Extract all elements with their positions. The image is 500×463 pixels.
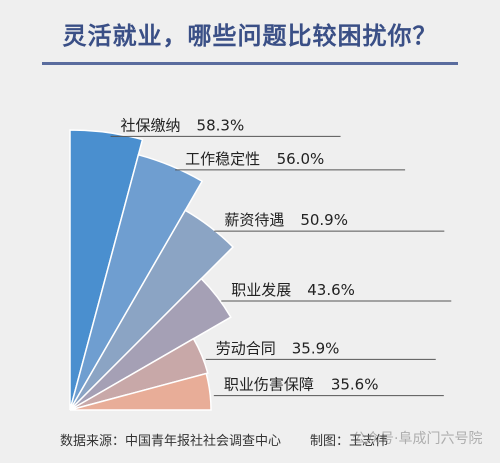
watermark-text: 公众号·阜成门六号院 — [352, 431, 483, 447]
chart-bar-4 — [69, 277, 232, 411]
chart-bar-6 — [69, 372, 212, 411]
category-label-3: 薪资待遇 — [224, 211, 284, 229]
value-label-2: 56.0% — [277, 150, 325, 168]
value-label-6: 35.6% — [331, 376, 379, 394]
value-label-5: 35.9% — [292, 339, 340, 357]
chart-bar-3 — [69, 209, 235, 411]
category-label-6: 职业伤害保障 — [224, 376, 314, 394]
category-label-2: 工作稳定性 — [185, 150, 260, 168]
chart-bar-2 — [69, 153, 204, 411]
chart-title: 灵活就业，哪些问题比较困扰你？ — [62, 22, 438, 50]
category-label-1: 社保缴纳 — [121, 116, 181, 134]
chart-bar-5 — [69, 337, 209, 411]
value-label-4: 43.6% — [307, 281, 355, 299]
category-label-4: 职业发展 — [231, 281, 291, 299]
title-divider — [42, 62, 458, 65]
data-source-note: 数据来源：中国青年报社社会调查中心 — [60, 434, 282, 449]
category-label-5: 劳动合同 — [216, 339, 276, 357]
value-label-3: 50.9% — [300, 211, 348, 229]
chart-credit: 制图：王志伟 — [310, 434, 389, 449]
value-label-1: 58.3% — [197, 116, 245, 134]
